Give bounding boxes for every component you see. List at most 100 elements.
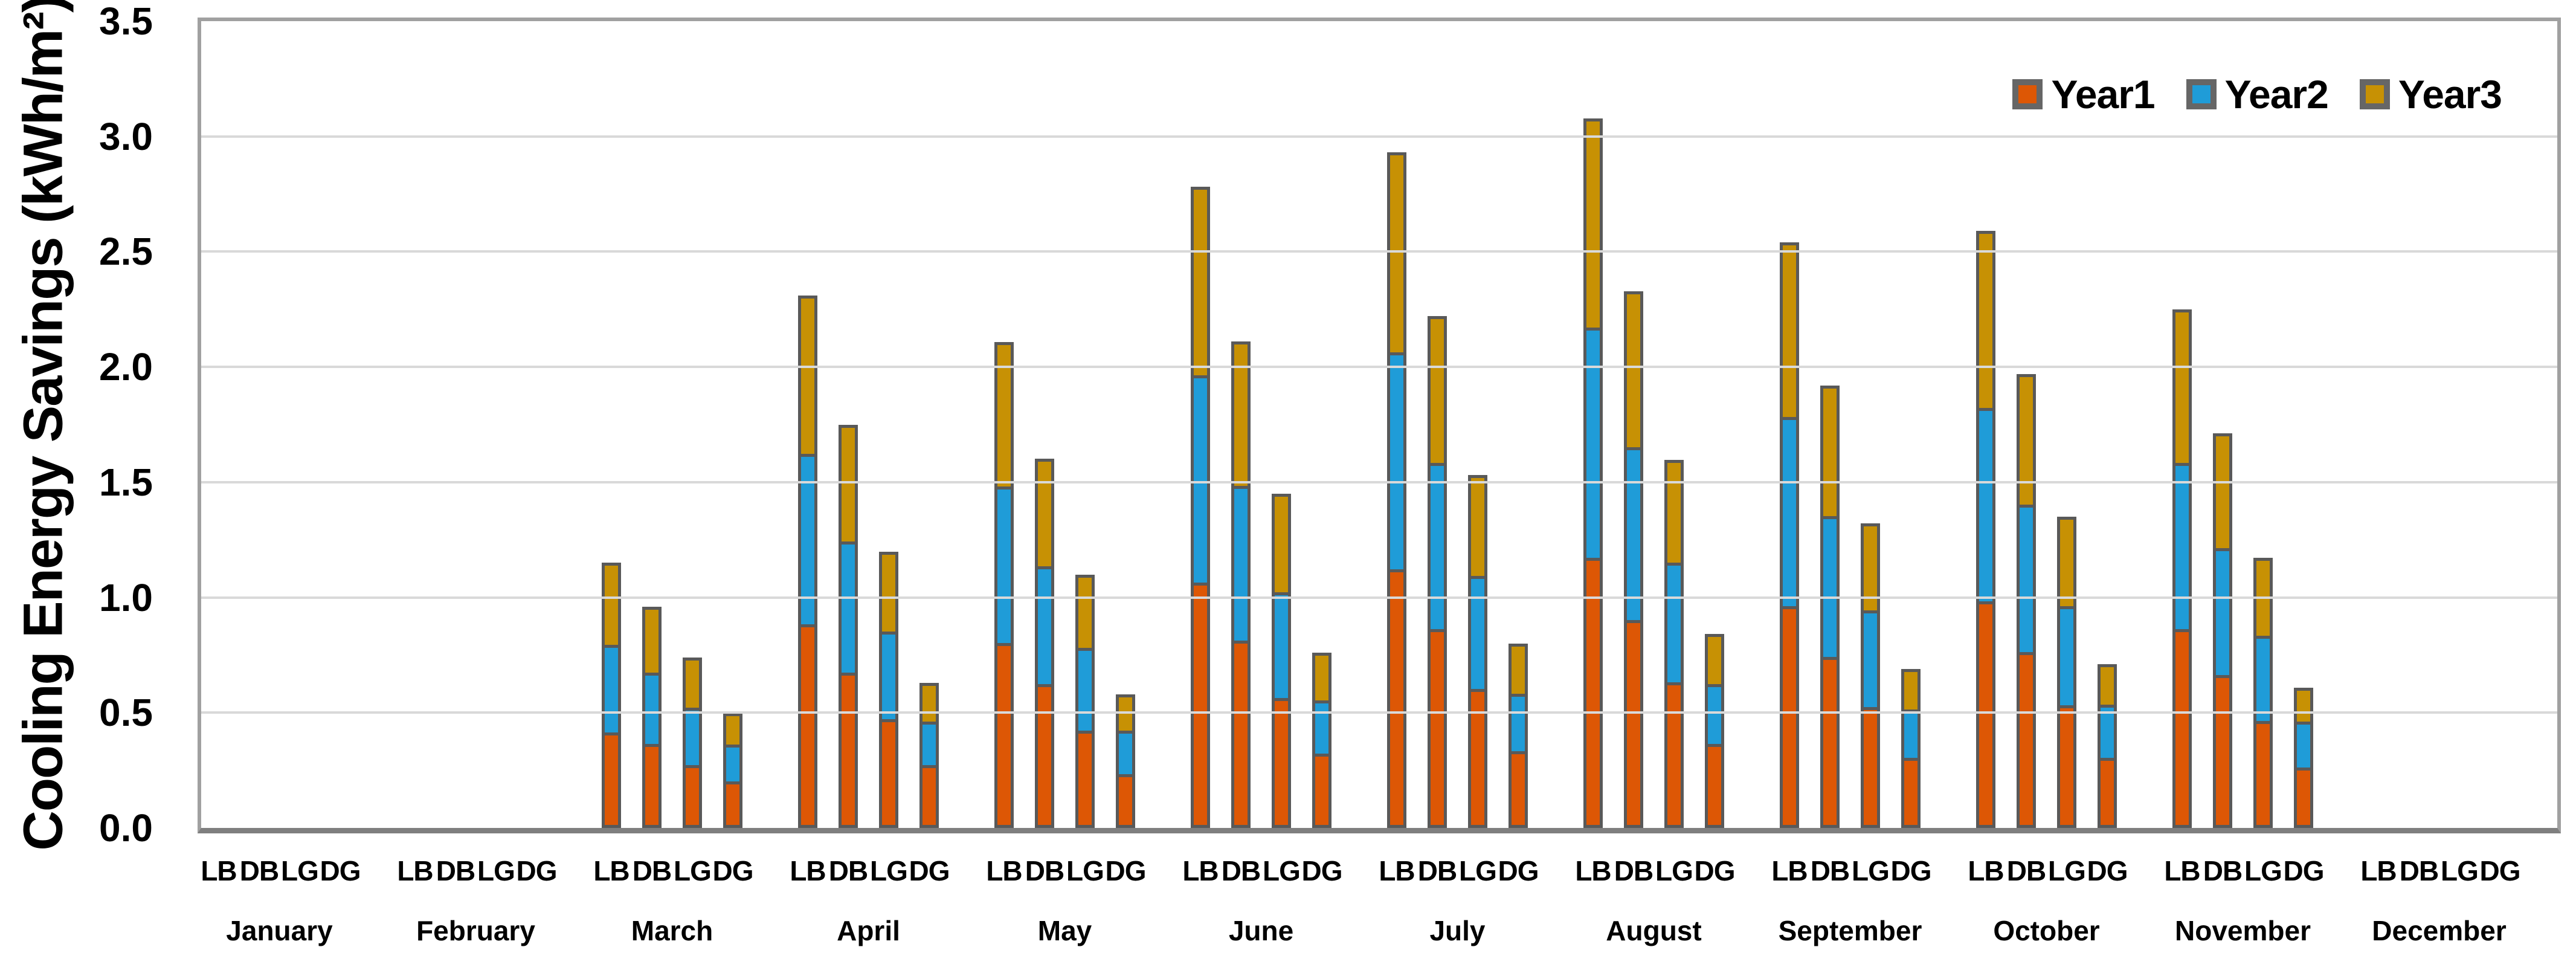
bar-segment-year3 (2017, 374, 2036, 508)
stacked-bar-lg (1468, 475, 1487, 828)
bar-segment-year1 (642, 744, 662, 828)
month-label: December (2372, 915, 2507, 946)
bar-segment-year2 (642, 673, 662, 747)
bar-code-label: DB (632, 855, 672, 887)
legend-label-year3: Year3 (2398, 72, 2502, 117)
stacked-bar-db (1820, 386, 1840, 828)
bar-segment-year3 (919, 683, 939, 725)
y-tick-label: 3.0 (99, 114, 153, 158)
y-axis: 0.0 0.5 1.0 1.5 2.0 2.5 3.0 3.5 (0, 0, 181, 849)
bar-code-group: LB DB LG DG (1556, 853, 1752, 888)
month-label: January (226, 915, 333, 946)
bar-segment-year1 (919, 765, 939, 828)
stacked-bar-lg (683, 658, 702, 828)
bar-segment-year3 (798, 296, 817, 457)
month-bar-group (378, 21, 574, 828)
bar-segment-year2 (1075, 648, 1095, 734)
gridline (201, 135, 2557, 138)
bar-code-label: DB (2006, 855, 2046, 887)
bar-segment-year1 (1231, 641, 1251, 828)
bar-code-label: LG (2048, 855, 2086, 887)
bar-segment-year1 (1861, 707, 1880, 828)
bar-code-label: LG (477, 855, 515, 887)
bar-code-label: DG (516, 855, 558, 887)
bar-segment-year3 (1312, 653, 1331, 703)
bar-segment-year2 (839, 541, 858, 676)
bar-code-label: DG (320, 855, 361, 887)
y-tick-label: 1.5 (99, 460, 153, 504)
bar-segment-year1 (1116, 774, 1135, 828)
bar-code-group: LB DB LG DG (2145, 853, 2341, 888)
bar-segment-year2 (1705, 684, 1724, 747)
legend: Year1 Year2 Year3 (2012, 74, 2502, 114)
bar-segment-year1 (723, 781, 742, 828)
stacked-bar-db (1035, 459, 1054, 828)
bar-code-label: LB (1771, 855, 1808, 887)
month-bar-group (770, 21, 967, 828)
bar-segment-year2 (2017, 505, 2036, 655)
bar-segment-year3 (1272, 494, 1291, 595)
bar-segment-year2 (1780, 417, 1799, 609)
bar-segment-year3 (723, 713, 742, 748)
bar-code-label: LB (1182, 855, 1219, 887)
bar-segment-year1 (994, 643, 1014, 828)
stacked-bar-db (1428, 316, 1447, 828)
bar-segment-year3 (1509, 644, 1528, 697)
bar-segment-year1 (839, 673, 858, 828)
bar-code-label: LB (593, 855, 630, 887)
bar-segment-year3 (1075, 575, 1095, 651)
stacked-bar-lg (1664, 460, 1684, 828)
bar-code-label: LG (1066, 855, 1104, 887)
bar-segment-year2 (602, 645, 621, 735)
bar-segment-year1 (1583, 558, 1603, 828)
bar-code-label: LG (2441, 855, 2479, 887)
stacked-bar-lb (1387, 152, 1406, 828)
month-bar-group (181, 21, 378, 828)
bar-segment-year3 (1820, 386, 1840, 519)
bar-segment-year1 (2172, 629, 2192, 828)
bar-code-label: DG (2087, 855, 2128, 887)
stacked-bar-lb (1583, 118, 1603, 828)
bar-code-label: DG (2283, 855, 2325, 887)
month-bar-group (1948, 21, 2145, 828)
bar-code-group: LB DB LG DG (378, 853, 574, 888)
bar-code-label: LG (1852, 855, 1890, 887)
bar-segment-year3 (642, 607, 662, 676)
bar-code-group: LB DB LG DG (1752, 853, 1948, 888)
bar-code-label: LB (986, 855, 1022, 887)
bar-segment-year2 (723, 745, 742, 784)
month-label: July (1429, 915, 1486, 946)
y-tick-label: 0.0 (99, 806, 153, 850)
bar-segment-year1 (1191, 583, 1210, 828)
month-label: September (1778, 915, 1922, 946)
bar-segment-year2 (798, 454, 817, 627)
bar-segment-year3 (1705, 634, 1724, 687)
y-tick-label: 3.5 (99, 0, 153, 43)
month-bar-group (1359, 21, 1556, 828)
bar-segment-year3 (602, 563, 621, 648)
bar-code-label: DG (2479, 855, 2521, 887)
stacked-bar-lg (879, 552, 898, 828)
bar-code-label: DG (1694, 855, 1736, 887)
month-bar-group (1752, 21, 1948, 828)
bar-code-group: LB DB LG DG (574, 853, 770, 888)
bar-segment-year2 (1231, 486, 1251, 644)
bar-segment-year1 (2294, 768, 2313, 828)
month-label: November (2175, 915, 2311, 946)
bar-segment-year3 (1116, 694, 1135, 734)
bar-segment-year2 (919, 722, 939, 768)
bar-code-group: LB DB LG DG (967, 853, 1163, 888)
bar-segment-year1 (1312, 754, 1331, 828)
month-labels-row: January February March April May June July Augu… (181, 914, 2537, 948)
bar-code-group: LB DB LG DG (1948, 853, 2145, 888)
bar-segment-year2 (994, 486, 1014, 646)
bar-segment-year2 (1509, 694, 1528, 754)
bar-segment-year1 (1075, 731, 1095, 828)
bar-segment-year3 (2172, 309, 2192, 466)
bar-segment-year1 (2057, 705, 2076, 828)
bar-code-label: LB (397, 855, 433, 887)
bar-code-label: LB (201, 855, 237, 887)
legend-swatch-year1 (2012, 79, 2043, 109)
month-bar-group (2145, 21, 2341, 828)
